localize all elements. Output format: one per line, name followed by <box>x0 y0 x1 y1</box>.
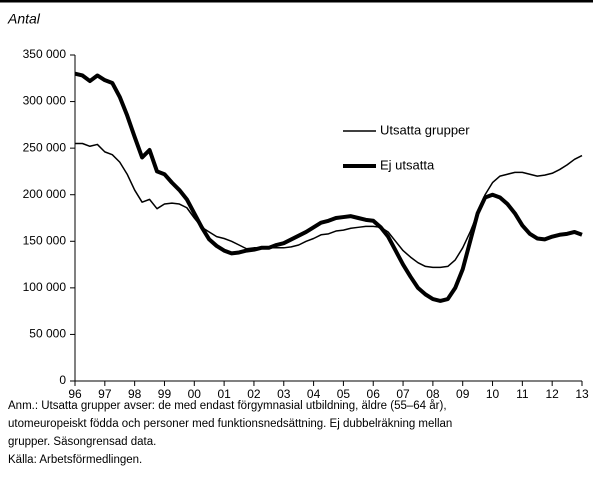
x-tick-label: 99 <box>158 387 172 401</box>
x-tick-label: 10 <box>486 387 500 401</box>
series-line <box>75 142 583 269</box>
footnote: Anm.: Utsatta grupper avser: de med enda… <box>8 400 447 412</box>
y-tick-label: 350 000 <box>23 47 67 61</box>
y-tick-label: 50 000 <box>29 327 66 341</box>
x-tick-label: 06 <box>367 387 381 401</box>
x-tick-label: 09 <box>456 387 470 401</box>
y-tick-label: 250 000 <box>23 140 67 154</box>
series-line <box>74 71 583 303</box>
x-tick-label: 05 <box>337 387 351 401</box>
x-tick-label: 08 <box>426 387 440 401</box>
footnote: Källa: Arbetsförmedlingen. <box>8 454 142 466</box>
footnote: grupper. Säsongrensad data. <box>8 436 156 448</box>
x-tick-label: 12 <box>545 387 559 401</box>
y-tick-label: 0 <box>59 373 66 387</box>
x-tick-label: 11 <box>516 387 529 401</box>
x-tick-label: 01 <box>217 387 231 401</box>
x-tick-label: 02 <box>247 387 261 401</box>
x-tick-label: 07 <box>396 387 410 401</box>
legend-label: Utsatta grupper <box>380 122 470 137</box>
x-tick-label: 00 <box>188 387 202 401</box>
footnote: utomeuropeiskt födda och personer med fu… <box>8 418 452 430</box>
y-tick-label: 200 000 <box>23 187 67 201</box>
x-tick-label: 13 <box>575 387 589 401</box>
x-tick-label: 97 <box>98 387 112 401</box>
x-tick-label: 98 <box>128 387 142 401</box>
x-tick-label: 96 <box>68 387 82 401</box>
y-tick-label: 100 000 <box>23 280 67 294</box>
top-rule <box>0 0 593 3</box>
y-axis-label: Antal <box>7 11 41 27</box>
y-tick-label: 150 000 <box>23 233 67 247</box>
y-tick-label: 300 000 <box>23 94 67 108</box>
legend-label: Ej utsatta <box>380 157 435 172</box>
x-tick-label: 04 <box>307 387 321 401</box>
x-tick-label: 03 <box>277 387 291 401</box>
